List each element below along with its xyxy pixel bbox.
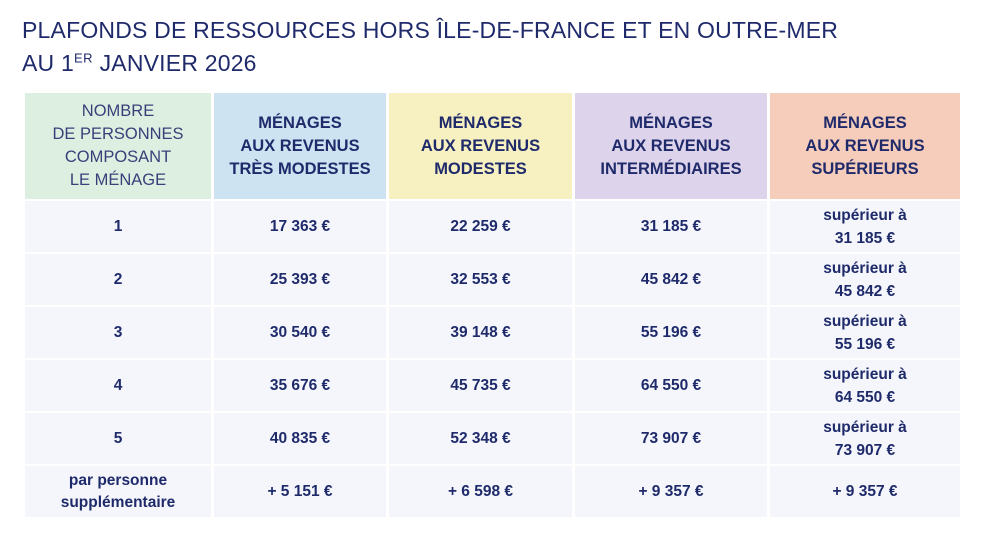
cell-modest: + 6 598 € [389, 466, 572, 517]
title-line-2-start: AU 1 [22, 50, 74, 76]
cell-persons-text: 1 [113, 217, 123, 235]
cell-superior-line: 73 907 € [834, 441, 896, 459]
header-superior: MÉNAGES AUX REVENUS SUPÉRIEURS [770, 93, 960, 199]
cell-superior-line: supérieur à [823, 259, 907, 277]
header-intermediate: MÉNAGES AUX REVENUS INTERMÉDIAIRES [575, 93, 767, 199]
cell-persons: 1 [25, 201, 211, 252]
cell-superior-line: 55 196 € [834, 335, 896, 353]
cell-intermediate: + 9 357 € [575, 466, 767, 517]
cell-superior-line: supérieur à [823, 365, 907, 383]
cell-superior: supérieur à 45 842 € [770, 254, 960, 305]
header-persons: NOMBRE DE PERSONNES COMPOSANT LE MÉNAGE [25, 93, 211, 199]
header-modest-line: AUX REVENUS [420, 136, 541, 155]
cell-intermediate: 64 550 € [575, 360, 767, 411]
cell-persons-text: 4 [113, 376, 123, 394]
cell-superior-line: supérieur à [823, 418, 907, 436]
income-ceilings-table: NOMBRE DE PERSONNES COMPOSANT LE MÉNAGE … [22, 91, 963, 519]
cell-superior: supérieur à 55 196 € [770, 307, 960, 358]
header-superior-line: SUPÉRIEURS [811, 159, 919, 178]
cell-superior: + 9 357 € [770, 466, 960, 517]
header-superior-line: AUX REVENUS [805, 136, 925, 155]
cell-intermediate: 31 185 € [575, 201, 767, 252]
header-very-modest-line: AUX REVENUS [240, 136, 360, 155]
table-row: 5 40 835 € 52 348 € 73 907 € supérieur à… [25, 413, 960, 464]
table-row: 4 35 676 € 45 735 € 64 550 € supérieur à… [25, 360, 960, 411]
header-very-modest-line: MÉNAGES [258, 113, 342, 132]
cell-very-modest: 30 540 € [214, 307, 386, 358]
cell-superior-line: supérieur à [823, 312, 907, 330]
table-row: par personne supplémentaire + 5 151 € + … [25, 466, 960, 517]
cell-superior-line: 64 550 € [834, 388, 896, 406]
title-line-1: PLAFONDS DE RESSOURCES HORS ÎLE-DE-FRANC… [22, 17, 839, 43]
header-intermediate-line: MÉNAGES [629, 113, 713, 132]
cell-persons: 2 [25, 254, 211, 305]
table-row: 3 30 540 € 39 148 € 55 196 € supérieur à… [25, 307, 960, 358]
title-superscript: ER [73, 50, 93, 66]
cell-modest: 39 148 € [389, 307, 572, 358]
cell-modest: 45 735 € [389, 360, 572, 411]
header-superior-line: MÉNAGES [823, 113, 907, 132]
header-intermediate-line: INTERMÉDIAIRES [600, 159, 742, 178]
cell-persons: par personne supplémentaire [25, 466, 211, 517]
cell-superior-line: supérieur à [823, 206, 907, 224]
cell-superior-line: + 9 357 € [832, 483, 898, 500]
cell-very-modest: 40 835 € [214, 413, 386, 464]
header-intermediate-line: AUX REVENUS [611, 136, 731, 155]
cell-intermediate: 73 907 € [575, 413, 767, 464]
cell-superior: supérieur à 73 907 € [770, 413, 960, 464]
table-row: 2 25 393 € 32 553 € 45 842 € supérieur à… [25, 254, 960, 305]
cell-superior-line: 31 185 € [834, 229, 896, 247]
cell-superior: supérieur à 64 550 € [770, 360, 960, 411]
cell-persons-text: par personne [68, 471, 168, 489]
header-modest: MÉNAGES AUX REVENUS MODESTES [389, 93, 572, 199]
cell-persons-text: 3 [113, 323, 123, 341]
cell-persons-text: 2 [113, 270, 123, 288]
title-line-2-end: JANVIER 2026 [93, 50, 257, 76]
page-title: PLAFONDS DE RESSOURCES HORS ÎLE-DE-FRANC… [22, 14, 838, 80]
title-line-2: AU 1ER JANVIER 2026 [22, 47, 838, 80]
cell-persons-text: 5 [113, 429, 123, 447]
cell-very-modest: 35 676 € [214, 360, 386, 411]
cell-persons: 3 [25, 307, 211, 358]
cell-persons: 5 [25, 413, 211, 464]
header-persons-line: NOMBRE [81, 102, 155, 120]
header-modest-line: MÉNAGES [438, 113, 523, 132]
cell-intermediate: 55 196 € [575, 307, 767, 358]
cell-intermediate: 45 842 € [575, 254, 767, 305]
cell-very-modest: 25 393 € [214, 254, 386, 305]
header-modest-line: MODESTES [434, 159, 527, 178]
cell-superior: supérieur à 31 185 € [770, 201, 960, 252]
header-row: NOMBRE DE PERSONNES COMPOSANT LE MÉNAGE … [25, 93, 960, 199]
header-very-modest-line: TRÈS MODESTES [229, 159, 371, 178]
cell-persons: 4 [25, 360, 211, 411]
header-very-modest: MÉNAGES AUX REVENUS TRÈS MODESTES [214, 93, 386, 199]
cell-very-modest: + 5 151 € [214, 466, 386, 517]
header-persons-line: COMPOSANT [64, 148, 172, 166]
cell-persons-text: supplémentaire [60, 493, 176, 511]
cell-modest: 52 348 € [389, 413, 572, 464]
cell-modest: 32 553 € [389, 254, 572, 305]
cell-superior-line: 45 842 € [834, 282, 896, 300]
table-row: 1 17 363 € 22 259 € 31 185 € supérieur à… [25, 201, 960, 252]
cell-very-modest: 17 363 € [214, 201, 386, 252]
header-persons-line: LE MÉNAGE [69, 171, 167, 189]
cell-modest: 22 259 € [389, 201, 572, 252]
header-persons-line: DE PERSONNES [52, 125, 184, 143]
